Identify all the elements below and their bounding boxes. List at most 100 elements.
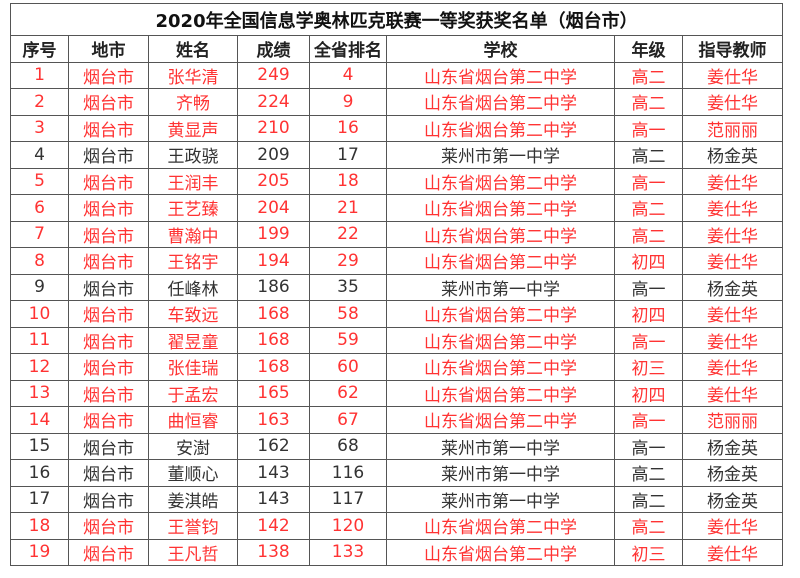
cell-school: 莱州市第一中学 [386, 141, 615, 169]
cell-school: 山东省烟台第二中学 [386, 167, 615, 195]
cell-score: 163 [237, 406, 310, 434]
cell-index: 18 [10, 512, 69, 540]
cell-province-rank: 17 [309, 141, 387, 169]
cell-score: 199 [237, 220, 310, 248]
cell-score: 209 [237, 141, 310, 169]
cell-school: 山东省烟台第二中学 [386, 379, 615, 407]
cell-grade: 高二 [614, 459, 683, 487]
cell-city: 烟台市 [68, 406, 149, 434]
cell-score: 204 [237, 194, 310, 222]
table-row: 1 烟台市 张华清 249 4 山东省烟台第二中学 高二 姜仕华 [10, 61, 784, 89]
table-row: 16 烟台市 董顺心 143 116 莱州市第一中学 高二 杨金英 [10, 459, 784, 487]
cell-index: 7 [10, 220, 69, 248]
table-row: 9 烟台市 任峰林 186 35 莱州市第一中学 高一 杨金英 [10, 273, 784, 301]
cell-grade: 高二 [614, 61, 683, 89]
cell-city: 烟台市 [68, 114, 149, 142]
cell-school: 莱州市第一中学 [386, 432, 615, 460]
cell-province-rank: 59 [309, 326, 387, 354]
cell-index: 17 [10, 485, 69, 513]
cell-name: 张佳瑞 [148, 353, 238, 381]
cell-city: 烟台市 [68, 194, 149, 222]
cell-teacher: 姜仕华 [681, 379, 784, 407]
cell-index: 4 [10, 141, 69, 169]
cell-school: 山东省烟台第二中学 [386, 194, 615, 222]
cell-score: 165 [237, 379, 310, 407]
cell-teacher: 姜仕华 [681, 220, 784, 248]
cell-name: 车致远 [148, 300, 238, 328]
cell-name: 翟昱童 [148, 326, 238, 354]
cell-teacher: 杨金英 [681, 485, 784, 513]
cell-score: 168 [237, 353, 310, 381]
cell-score: 143 [237, 485, 310, 513]
cell-index: 5 [10, 167, 69, 195]
cell-index: 8 [10, 247, 69, 275]
cell-city: 烟台市 [68, 512, 149, 540]
table-row: 10 烟台市 车致远 168 58 山东省烟台第二中学 初四 姜仕华 [10, 300, 784, 328]
cell-score: 162 [237, 432, 310, 460]
cell-province-rank: 68 [309, 432, 387, 460]
cell-index: 11 [10, 326, 69, 354]
header-col-school: 学校 [386, 35, 615, 63]
cell-city: 烟台市 [68, 326, 149, 354]
cell-school: 山东省烟台第二中学 [386, 406, 615, 434]
cell-school: 山东省烟台第二中学 [386, 538, 615, 566]
cell-index: 10 [10, 300, 69, 328]
table-row: 17 烟台市 姜淇皓 143 117 莱州市第一中学 高二 杨金英 [10, 485, 784, 513]
cell-school: 山东省烟台第二中学 [386, 114, 615, 142]
cell-name: 黄显声 [148, 114, 238, 142]
cell-province-rank: 62 [309, 379, 387, 407]
cell-index: 1 [10, 61, 69, 89]
table-row: 4 烟台市 王政骁 209 17 莱州市第一中学 高二 杨金英 [10, 141, 784, 169]
cell-name: 任峰林 [148, 273, 238, 301]
table-row: 14 烟台市 曲恒睿 163 67 山东省烟台第二中学 高一 范丽丽 [10, 406, 784, 434]
cell-city: 烟台市 [68, 538, 149, 566]
cell-name: 王艺臻 [148, 194, 238, 222]
cell-school: 山东省烟台第二中学 [386, 247, 615, 275]
cell-grade: 高二 [614, 194, 683, 222]
cell-score: 205 [237, 167, 310, 195]
cell-name: 董顺心 [148, 459, 238, 487]
table-body: 1 烟台市 张华清 249 4 山东省烟台第二中学 高二 姜仕华 2 烟台市 齐畅 224 9 山东省烟台… [10, 61, 784, 566]
cell-city: 烟台市 [68, 88, 149, 116]
cell-teacher: 杨金英 [681, 141, 784, 169]
cell-city: 烟台市 [68, 485, 149, 513]
cell-teacher: 姜仕华 [681, 247, 784, 275]
cell-name: 王政骁 [148, 141, 238, 169]
cell-teacher: 范丽丽 [681, 406, 784, 434]
cell-name: 安澍 [148, 432, 238, 460]
cell-grade: 高一 [614, 273, 683, 301]
cell-school: 山东省烟台第二中学 [386, 353, 615, 381]
cell-teacher: 姜仕华 [681, 353, 784, 381]
table-row: 5 烟台市 王润丰 205 18 山东省烟台第二中学 高一 姜仕华 [10, 167, 784, 195]
cell-school: 山东省烟台第二中学 [386, 88, 615, 116]
table-row: 3 烟台市 黄显声 210 16 山东省烟台第二中学 高一 范丽丽 [10, 114, 784, 142]
cell-school: 山东省烟台第二中学 [386, 326, 615, 354]
cell-teacher: 姜仕华 [681, 300, 784, 328]
cell-teacher: 杨金英 [681, 432, 784, 460]
cell-name: 曲恒睿 [148, 406, 238, 434]
header-col-index: 序号 [10, 35, 69, 63]
cell-index: 16 [10, 459, 69, 487]
cell-name: 王润丰 [148, 167, 238, 195]
cell-score: 186 [237, 273, 310, 301]
cell-grade: 初四 [614, 300, 683, 328]
table-row: 15 烟台市 安澍 162 68 莱州市第一中学 高一 杨金英 [10, 432, 784, 460]
cell-score: 138 [237, 538, 310, 566]
cell-grade: 高二 [614, 512, 683, 540]
cell-index: 9 [10, 273, 69, 301]
cell-grade: 高一 [614, 114, 683, 142]
table-row: 7 烟台市 曹瀚中 199 22 山东省烟台第二中学 高二 姜仕华 [10, 220, 784, 248]
cell-teacher: 姜仕华 [681, 512, 784, 540]
header-col-teacher: 指导教师 [681, 35, 784, 63]
cell-province-rank: 9 [309, 88, 387, 116]
cell-province-rank: 35 [309, 273, 387, 301]
cell-city: 烟台市 [68, 273, 149, 301]
cell-city: 烟台市 [68, 141, 149, 169]
cell-city: 烟台市 [68, 167, 149, 195]
cell-grade: 高二 [614, 141, 683, 169]
cell-score: 194 [237, 247, 310, 275]
table-row: 19 烟台市 王凡哲 138 133 山东省烟台第二中学 初三 姜仕华 [10, 538, 784, 566]
cell-province-rank: 58 [309, 300, 387, 328]
cell-grade: 初四 [614, 247, 683, 275]
cell-index: 12 [10, 353, 69, 381]
